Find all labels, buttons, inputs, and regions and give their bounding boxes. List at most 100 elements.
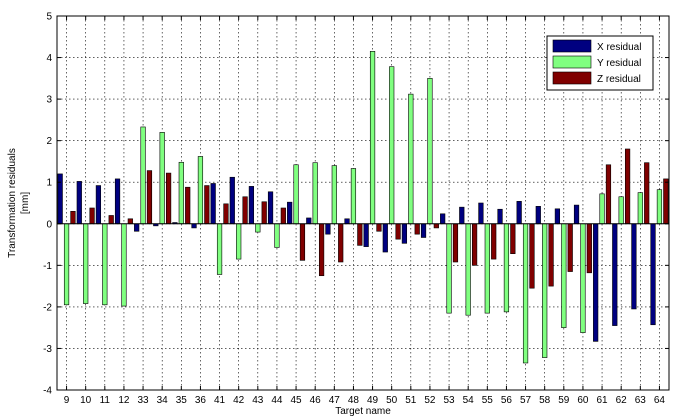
legend-label: X residual <box>597 42 641 53</box>
x-tick-label: 50 <box>386 395 398 406</box>
bar-x-residual <box>306 217 312 225</box>
bar-x-residual <box>420 223 427 238</box>
bar-z-residual <box>452 223 459 263</box>
bar-x-residual <box>650 223 656 326</box>
bar-z-residual <box>471 223 478 266</box>
legend-label: Z residual <box>597 74 641 85</box>
y-tick-label: -3 <box>43 344 52 355</box>
bar-z-residual <box>89 207 95 225</box>
bar-z-residual <box>204 185 210 225</box>
bar-x-residual <box>535 206 541 225</box>
x-tick-label: 44 <box>271 395 283 406</box>
bar-x-residual <box>382 223 388 253</box>
bar-z-residual <box>586 223 592 274</box>
bar-x-residual <box>401 223 408 244</box>
bar-z-residual <box>242 196 248 225</box>
bar-z-residual <box>414 223 420 235</box>
legend: X residual Y residual Z residual <box>546 35 654 91</box>
bar-y-residual <box>312 162 318 225</box>
bar-z-residual <box>624 148 631 225</box>
bar-z-residual <box>70 211 76 225</box>
bar-y-residual <box>331 165 337 225</box>
bar-y-residual <box>102 223 108 306</box>
bar-y-residual <box>121 223 127 307</box>
x-tick-label: 11 <box>100 395 111 406</box>
x-tick-label: 42 <box>233 395 245 406</box>
y-tick-label: 2 <box>46 136 52 147</box>
x-tick-label: 56 <box>501 395 513 406</box>
y-tick-label: 3 <box>46 95 52 106</box>
bar-x-residual <box>631 223 637 310</box>
legend-swatch <box>552 39 592 53</box>
x-tick-label: 33 <box>138 395 150 406</box>
bar-x-residual <box>612 223 618 326</box>
bar-x-residual <box>478 202 484 225</box>
bar-x-residual <box>210 183 216 225</box>
bar-y-residual <box>293 164 299 225</box>
bar-z-residual <box>318 223 325 277</box>
bars-group <box>57 51 669 364</box>
bar-y-residual <box>274 223 280 248</box>
bar-y-residual <box>656 189 663 225</box>
bar-y-residual <box>83 223 89 304</box>
bar-z-residual <box>146 170 153 225</box>
bar-y-residual <box>503 223 510 313</box>
bar-z-residual <box>357 223 363 246</box>
x-tick-label: 62 <box>616 395 628 406</box>
bar-x-residual <box>573 204 580 225</box>
bar-y-residual <box>63 223 70 306</box>
x-tick-label: 36 <box>195 395 207 406</box>
x-tick-label: 48 <box>348 395 360 406</box>
bar-y-residual <box>216 223 223 275</box>
bar-z-residual <box>510 223 516 254</box>
bar-x-residual <box>134 223 140 232</box>
bar-y-residual <box>599 193 605 225</box>
x-tick-label: 59 <box>558 395 570 406</box>
bar-y-residual <box>197 156 204 225</box>
bar-y-residual <box>389 66 395 225</box>
bar-x-residual <box>554 208 561 225</box>
x-tick-label: 49 <box>367 395 379 406</box>
bar-y-residual <box>255 223 261 233</box>
bar-y-residual <box>236 223 242 260</box>
bar-y-residual <box>369 51 376 225</box>
bar-x-residual <box>191 223 197 229</box>
y-tick-label: -4 <box>43 386 52 397</box>
x-tick-label: 57 <box>520 395 532 406</box>
x-tick-label: 45 <box>291 395 303 406</box>
bar-y-residual <box>350 168 357 225</box>
bar-z-residual <box>223 203 229 225</box>
bar-z-residual <box>165 172 172 225</box>
y-tick-label: 5 <box>46 12 52 23</box>
y-axis-ticks: -4 -3 -2 -1 0 1 2 3 4 5 <box>43 12 669 397</box>
x-tick-label: 60 <box>577 395 589 406</box>
bar-z-residual <box>433 223 439 229</box>
bar-y-residual <box>618 196 624 225</box>
bar-z-residual <box>299 223 306 261</box>
x-tick-label: 47 <box>329 395 341 406</box>
x-tick-label: 34 <box>157 395 169 406</box>
bar-z-residual <box>644 162 650 225</box>
bar-x-residual <box>344 218 350 225</box>
bar-z-residual <box>395 223 401 240</box>
y-tick-label: 0 <box>46 219 52 230</box>
bar-x-residual <box>516 201 522 225</box>
bar-z-residual <box>491 223 497 260</box>
bar-x-residual <box>229 176 235 225</box>
y-axis-label-line2: [mm] <box>20 192 31 214</box>
bar-z-residual <box>529 223 535 289</box>
y-axis-label-line1: Transformation residuals <box>7 148 18 258</box>
bar-z-residual <box>280 207 286 225</box>
x-tick-label: 12 <box>118 395 130 406</box>
bar-y-residual <box>484 223 490 314</box>
bar-z-residual <box>605 164 612 225</box>
bar-y-residual <box>580 223 586 333</box>
x-tick-label: 55 <box>482 395 494 406</box>
x-tick-label: 43 <box>252 395 264 406</box>
x-tick-label: 51 <box>405 395 417 406</box>
bar-y-residual <box>522 223 529 364</box>
bar-x-residual <box>248 186 255 225</box>
bar-x-residual <box>440 213 446 225</box>
bar-z-residual <box>261 201 267 225</box>
